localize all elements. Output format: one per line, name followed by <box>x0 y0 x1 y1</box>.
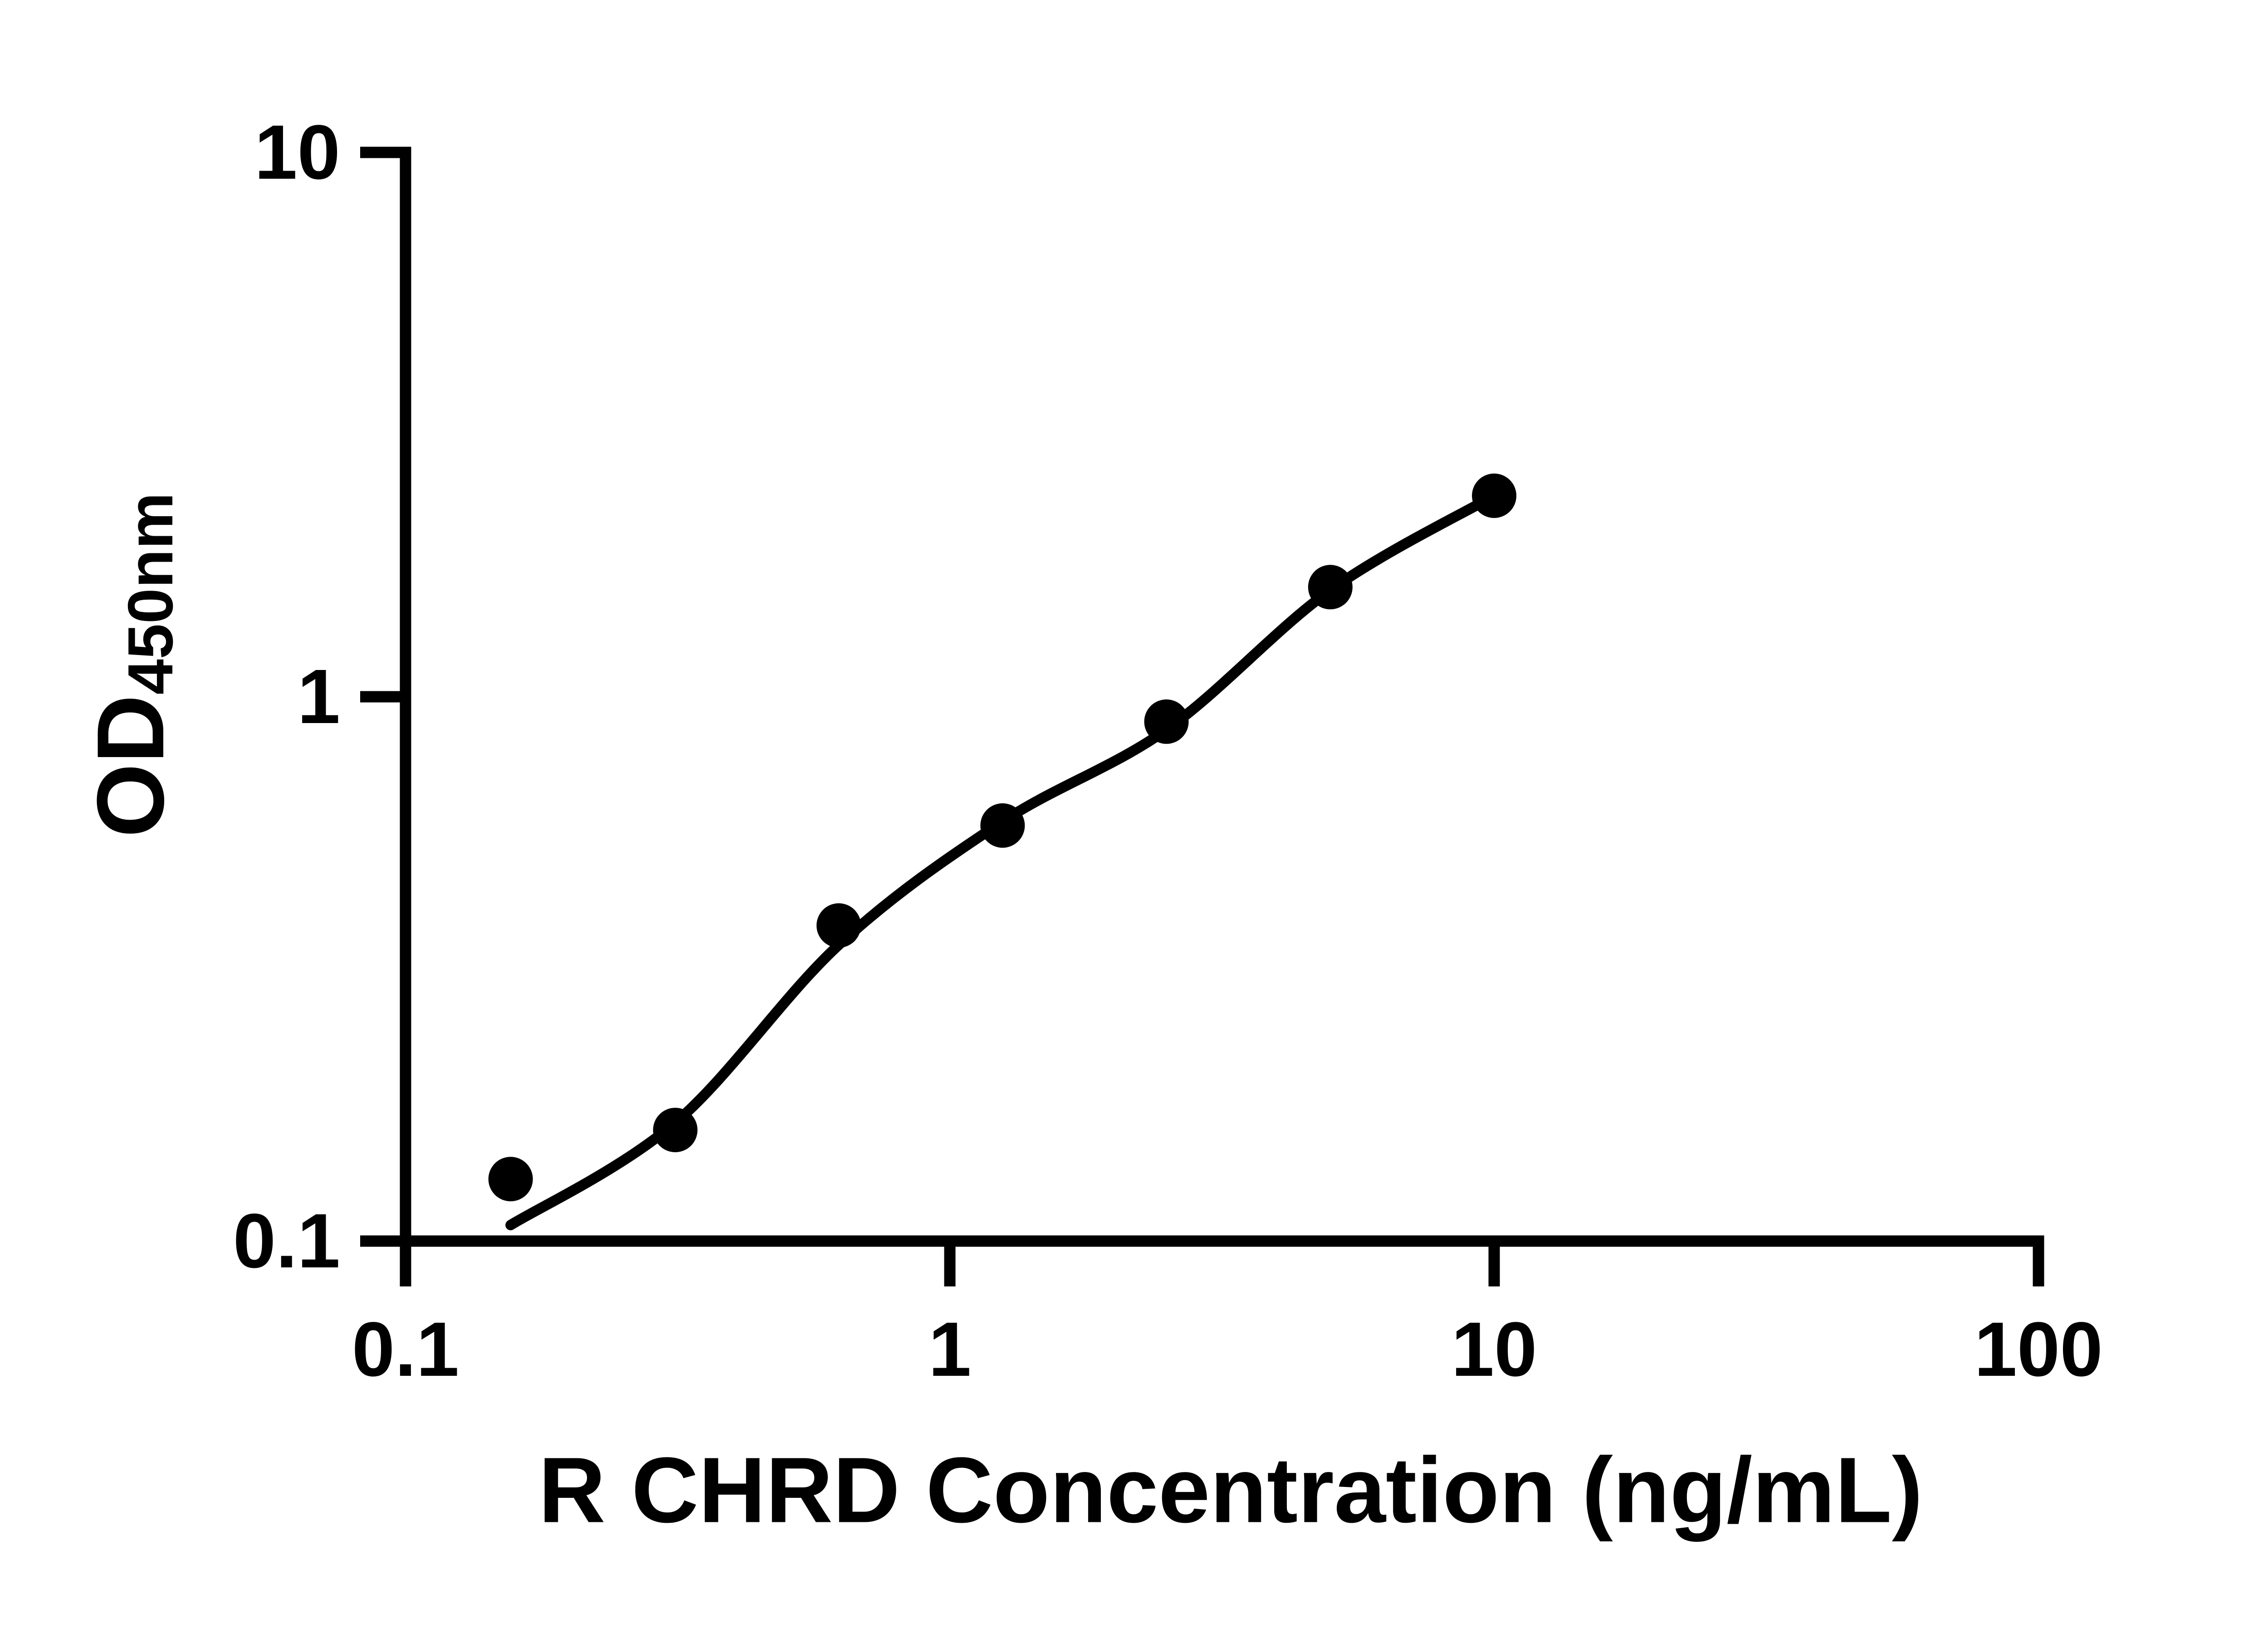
x-tick-label: 100 <box>1974 1306 2103 1393</box>
y-axis-title-subscript: 450nm <box>114 492 186 695</box>
x-tick-label: 1 <box>928 1306 972 1393</box>
y-axis-title: OD450nm <box>77 492 189 838</box>
y-tick-label: 10 <box>254 109 340 196</box>
x-tick-label: 10 <box>1451 1306 1537 1393</box>
data-point <box>1144 699 1189 744</box>
data-point <box>1472 473 1516 518</box>
y-axis-title-main: OD <box>77 694 184 838</box>
data-point <box>816 903 861 948</box>
y-tick-label: 1 <box>297 654 340 740</box>
data-point <box>980 803 1025 848</box>
data-point <box>653 1108 698 1153</box>
data-point <box>488 1157 533 1202</box>
x-tick-label: 0.1 <box>352 1306 459 1393</box>
x-axis-title: R CHRD Concentration (ng/mL) <box>538 1438 1923 1542</box>
y-tick-label: 0.1 <box>233 1198 340 1284</box>
fitted-curve <box>505 490 1500 1231</box>
data-point <box>1308 565 1353 610</box>
